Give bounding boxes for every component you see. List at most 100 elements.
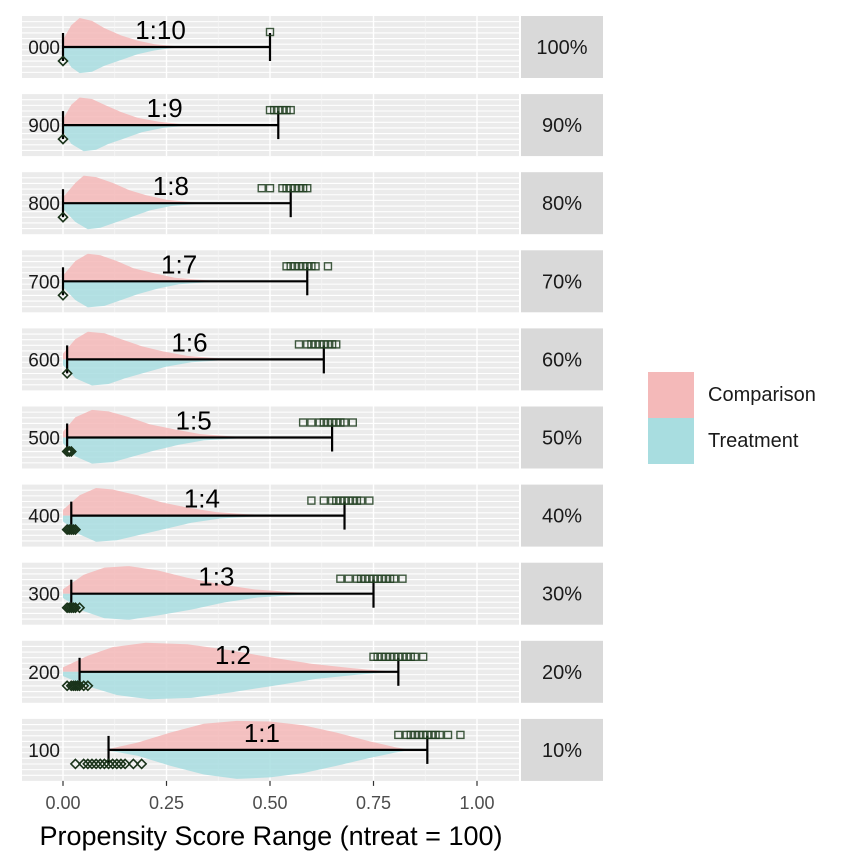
facet-strip bbox=[521, 640, 603, 703]
x-tick-label: 0.75 bbox=[356, 793, 391, 813]
legend-label-comparison: Comparison bbox=[708, 384, 816, 406]
facet-strip bbox=[521, 94, 603, 157]
diamond-marker bbox=[61, 367, 73, 380]
ratio-label: 1:10 bbox=[135, 15, 186, 45]
panel: 1:3 300 30% bbox=[22, 562, 603, 625]
x-tick-label: 0.50 bbox=[252, 793, 287, 813]
ratio-label: 1:4 bbox=[184, 484, 220, 514]
diamond-marker bbox=[57, 133, 69, 145]
row-label: 200 bbox=[28, 663, 60, 684]
diamond-marker bbox=[78, 680, 90, 692]
facet-strip-label: 80% bbox=[542, 193, 582, 215]
facet-strip-label: 10% bbox=[542, 740, 582, 762]
comparison-density bbox=[63, 97, 196, 126]
diamond-marker bbox=[63, 445, 75, 458]
legend-swatch-treatment bbox=[648, 418, 694, 464]
facet-strip bbox=[521, 562, 603, 625]
row-label: 100 bbox=[28, 741, 60, 762]
facet-strip bbox=[521, 718, 603, 781]
square-marker bbox=[319, 496, 329, 505]
facet-strip bbox=[521, 406, 603, 469]
ratio-label: 1:6 bbox=[171, 327, 207, 357]
square-marker bbox=[398, 574, 407, 583]
diamond-marker bbox=[57, 211, 69, 223]
row-label: 400 bbox=[28, 507, 60, 528]
facet-strip bbox=[521, 250, 603, 313]
diamond-marker bbox=[136, 758, 148, 770]
comparison-density bbox=[63, 566, 324, 594]
square-marker bbox=[265, 27, 275, 37]
diamond-marker bbox=[69, 523, 82, 536]
comparison-density bbox=[63, 642, 395, 672]
ratio-label: 1:8 bbox=[153, 171, 189, 201]
panel: 1:5 500 50% bbox=[22, 406, 603, 469]
panel: 1:4 400 40% bbox=[22, 484, 603, 547]
diamond-marker bbox=[90, 758, 102, 770]
square-marker bbox=[443, 730, 453, 740]
comparison-density bbox=[63, 18, 188, 47]
ratio-label: 1:3 bbox=[198, 562, 234, 592]
row-label: 600 bbox=[28, 350, 60, 371]
row-label: 500 bbox=[28, 429, 60, 450]
diamond-marker bbox=[111, 758, 123, 770]
facet-strip bbox=[521, 328, 603, 391]
facet-strip bbox=[521, 484, 603, 547]
diamond-marker bbox=[73, 602, 86, 614]
treatment-density bbox=[63, 593, 324, 620]
comparison-density bbox=[63, 331, 237, 360]
square-marker bbox=[390, 574, 399, 583]
treatment-density bbox=[63, 671, 395, 700]
panel: 1:6 600 60% bbox=[22, 327, 603, 391]
comparison-density bbox=[63, 488, 279, 516]
legend: Comparison Treatment bbox=[648, 372, 848, 464]
ratio-label: 1:7 bbox=[161, 249, 197, 279]
square-marker bbox=[265, 183, 275, 193]
diamond-marker bbox=[65, 523, 77, 536]
treatment-density bbox=[104, 749, 411, 779]
ratio-label: 1:2 bbox=[215, 640, 251, 670]
row-label: 700 bbox=[28, 272, 60, 293]
facet-strip-label: 60% bbox=[542, 349, 582, 371]
square-marker bbox=[307, 418, 316, 427]
facet-strip-label: 40% bbox=[542, 506, 582, 528]
square-marker bbox=[294, 340, 304, 349]
facet-strip-label: 100% bbox=[536, 37, 587, 59]
diamond-marker bbox=[98, 758, 111, 770]
diamond-marker bbox=[102, 758, 115, 770]
legend-item-comparison: Comparison bbox=[648, 372, 848, 418]
square-marker bbox=[311, 262, 320, 271]
facet-strip bbox=[521, 172, 603, 235]
comparison-density bbox=[63, 409, 254, 438]
facet-strip-label: 90% bbox=[542, 115, 582, 137]
facet-strip-label: 20% bbox=[542, 662, 582, 684]
square-marker bbox=[323, 262, 333, 271]
diamond-marker bbox=[115, 758, 127, 770]
square-marker bbox=[365, 496, 374, 505]
row-label: 300 bbox=[28, 585, 60, 606]
row-label: 900 bbox=[28, 116, 60, 137]
square-marker bbox=[257, 183, 266, 193]
treatment-density bbox=[63, 437, 254, 464]
ratio-label: 1:1 bbox=[244, 718, 280, 748]
facet-strip bbox=[521, 16, 603, 78]
treatment-density bbox=[63, 203, 208, 230]
diamond-marker bbox=[61, 445, 73, 458]
diamond-marker bbox=[57, 55, 69, 67]
comparison-density bbox=[104, 720, 411, 750]
square-marker bbox=[410, 652, 420, 661]
square-marker bbox=[418, 652, 428, 661]
diamond-marker bbox=[69, 758, 82, 770]
panel: 1:7 700 70% bbox=[22, 249, 603, 313]
diamond-marker bbox=[65, 445, 77, 458]
square-marker bbox=[456, 730, 465, 740]
square-marker bbox=[336, 574, 345, 583]
diamond-marker bbox=[82, 758, 94, 770]
diamond-marker bbox=[94, 758, 106, 770]
row-label: 000 bbox=[28, 38, 60, 59]
comparison-density bbox=[63, 175, 208, 204]
square-marker bbox=[344, 574, 353, 583]
row-label: 800 bbox=[28, 194, 60, 215]
treatment-density bbox=[63, 47, 188, 74]
diamond-marker bbox=[69, 602, 82, 614]
